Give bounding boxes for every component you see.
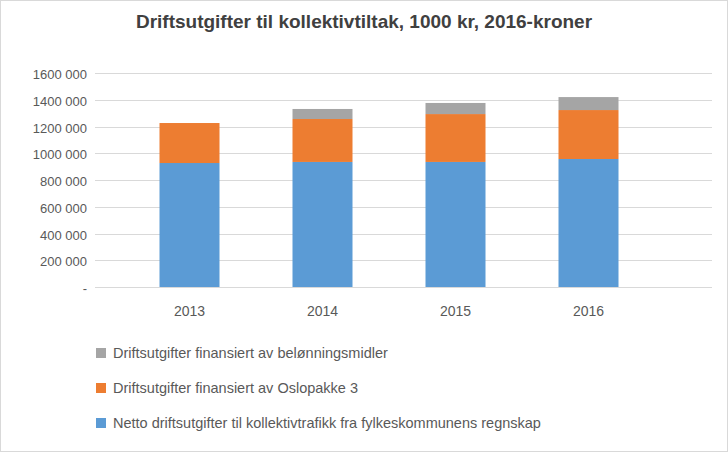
bar-segment [160,123,220,124]
grid [95,74,712,288]
chart-svg: Driftsutgifter til kollektivtiltak, 1000… [0,0,728,452]
bar-segment [160,163,220,287]
bar-segment [160,123,220,163]
bar-segment [559,159,619,287]
y-tick-label: 600 000 [40,201,87,216]
legend-label: Netto driftsutgifter til kollektivtrafik… [113,415,541,431]
legend-swatch [96,383,106,393]
bar-segment [293,109,353,119]
y-tick-label: 1400 000 [33,94,87,109]
legend-label: Driftsutgifter finansiert av Oslopakke 3 [113,380,358,396]
chart-background [1,1,728,452]
grid-line [95,287,712,288]
grid-line [95,73,712,74]
bar-segment [559,97,619,110]
y-tick-label: 800 000 [40,174,87,189]
x-tick-label: 2016 [573,303,604,319]
y-tick-label: 1200 000 [33,121,87,136]
x-tick-label: 2015 [440,303,471,319]
bar-segment [293,162,353,287]
x-tick-label: 2014 [307,303,338,319]
y-tick-label: 400 000 [40,228,87,243]
bar-segment [426,103,486,114]
chart-container: Driftsutgifter til kollektivtiltak, 1000… [0,0,728,452]
grid-line [95,100,712,101]
y-tick-label: - [83,281,87,296]
legend-swatch [96,418,106,428]
bar-segment [559,110,619,159]
y-tick-label: 1000 000 [33,147,87,162]
legend-swatch [96,348,106,358]
x-tick-label: 2013 [174,303,205,319]
bars [160,97,619,287]
bar-segment [426,114,486,162]
bar-segment [293,119,353,162]
chart-title: Driftsutgifter til kollektivtiltak, 1000… [136,11,593,32]
bar-segment [426,162,486,287]
legend: Driftsutgifter finansiert av belønningsm… [96,345,541,431]
y-tick-label: 200 000 [40,254,87,269]
y-tick-label: 1600 000 [33,67,87,82]
legend-label: Driftsutgifter finansiert av belønningsm… [113,345,388,361]
